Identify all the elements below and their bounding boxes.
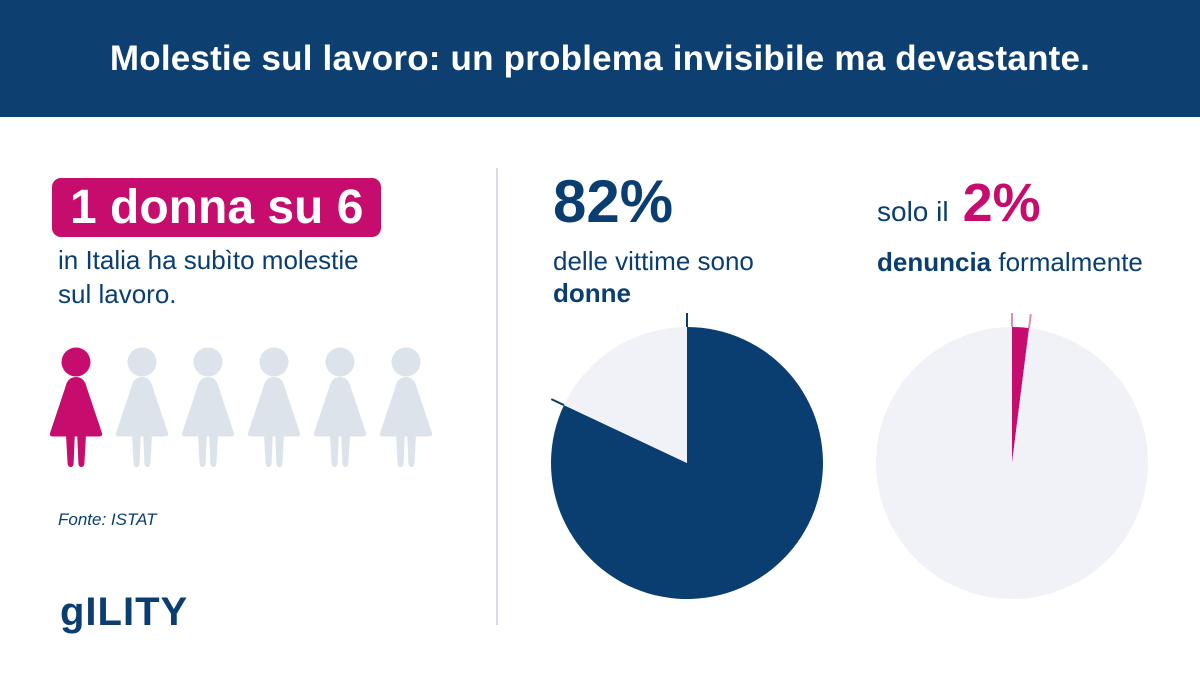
stat-highlight-1-donna-su-6: 1 donna su 6 [52, 178, 382, 237]
women-pictogram-chart [48, 347, 434, 469]
woman-icon [379, 347, 433, 467]
pie-chart-2-percent [862, 313, 1162, 613]
stat-2-percent: 2% [962, 173, 1041, 233]
caption-victims-bold: donne [553, 278, 631, 308]
stat-82-percent: 82% [553, 168, 674, 235]
gility-logo: gILITY [60, 590, 189, 634]
stat-prefix: solo il [877, 196, 949, 227]
woman-icon [181, 347, 235, 467]
woman-icon [115, 347, 169, 467]
caption-reports-bold: denuncia [877, 247, 992, 277]
stat-row-2-percent: solo il 2% [877, 176, 1041, 230]
subtitle-line-2: sul lavoro. [58, 279, 177, 309]
woman-icon-highlighted [49, 347, 103, 467]
woman-icon [313, 347, 367, 467]
caption-victims-regular: delle vittime sono [553, 246, 754, 276]
page-title: Molestie sul lavoro: un problema invisib… [109, 38, 1091, 78]
pie-chart-82-percent [537, 313, 837, 613]
woman-icon [247, 347, 301, 467]
caption-reports-regular: formalmente [998, 247, 1143, 277]
header-banner: Molestie sul lavoro: un problema invisib… [0, 0, 1200, 117]
caption-reports: denuncia formalmente [877, 246, 1143, 278]
source-note: Fonte: ISTAT [58, 510, 157, 529]
vertical-divider [496, 168, 498, 625]
stat-subtitle: in Italia ha subìto molestie sul lavoro. [58, 243, 359, 311]
subtitle-line-1: in Italia ha subìto molestie [58, 245, 359, 275]
caption-victims: delle vittime sono donne [553, 245, 754, 309]
